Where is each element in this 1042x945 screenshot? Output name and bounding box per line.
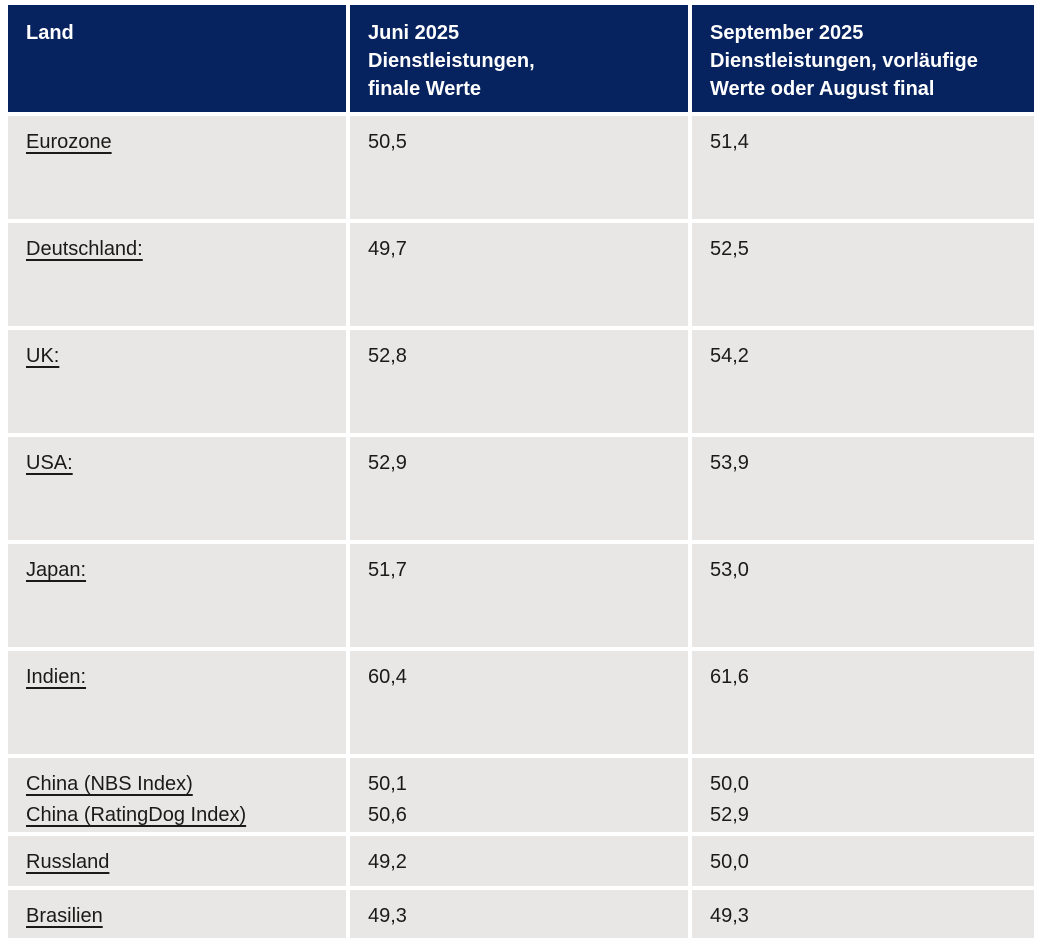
cell-september-russland: 50,0 <box>692 836 1034 886</box>
cell-country-eurozone: Eurozone <box>8 116 346 219</box>
cell-country-indien: Indien: <box>8 651 346 754</box>
value-june-indien: 60,4 <box>368 666 407 688</box>
value-june-eurozone: 50,5 <box>368 131 407 153</box>
cell-country-usa: USA: <box>8 437 346 540</box>
cell-june-brasilien: 49,3 <box>350 890 688 938</box>
cell-country-russland: Russland <box>8 836 346 886</box>
value-june-japan: 51,7 <box>368 559 407 581</box>
value-september-eurozone: 51,4 <box>710 131 749 153</box>
cell-june-japan: 51,7 <box>350 544 688 647</box>
country-link-deutschland[interactable]: Deutschland: <box>26 238 143 260</box>
country-link-usa[interactable]: USA: <box>26 452 73 474</box>
value-september-japan: 53,0 <box>710 559 749 581</box>
cell-september-uk: 54,2 <box>692 330 1034 433</box>
value-september-usa: 53,9 <box>710 452 749 474</box>
cell-september-japan: 53,0 <box>692 544 1034 647</box>
cell-june-uk: 52,8 <box>350 330 688 433</box>
cell-september-deutschland: 52,5 <box>692 223 1034 326</box>
cell-country-japan: Japan: <box>8 544 346 647</box>
country-link-russland[interactable]: Russland <box>26 851 110 873</box>
cell-country-china: China (NBS Index) China (RatingDog Index… <box>8 758 346 832</box>
cell-september-china: 50,0 52,9 <box>692 758 1034 832</box>
column-header-land: Land <box>8 5 346 112</box>
value-september-russland: 50,0 <box>710 851 749 873</box>
cell-country-brasilien: Brasilien <box>8 890 346 938</box>
pmi-services-table: Land Juni 2025 Dienstleistungen, finale … <box>8 5 1034 938</box>
value-september-indien: 61,6 <box>710 666 749 688</box>
cell-september-eurozone: 51,4 <box>692 116 1034 219</box>
column-header-june-2025: Juni 2025 Dienstleistungen, finale Werte <box>350 5 688 112</box>
cell-country-deutschland: Deutschland: <box>8 223 346 326</box>
cell-september-brasilien: 49,3 <box>692 890 1034 938</box>
country-link-uk[interactable]: UK: <box>26 345 60 367</box>
value-september-brasilien: 49,3 <box>710 905 749 927</box>
value-september-china: 50,0 52,9 <box>710 773 749 826</box>
cell-june-eurozone: 50,5 <box>350 116 688 219</box>
country-link-china[interactable]: China (NBS Index) China (RatingDog Index… <box>26 773 247 826</box>
value-september-deutschland: 52,5 <box>710 238 749 260</box>
country-link-indien[interactable]: Indien: <box>26 666 87 688</box>
cell-june-usa: 52,9 <box>350 437 688 540</box>
value-june-usa: 52,9 <box>368 452 407 474</box>
cell-june-deutschland: 49,7 <box>350 223 688 326</box>
cell-country-uk: UK: <box>8 330 346 433</box>
country-link-japan[interactable]: Japan: <box>26 559 87 581</box>
cell-september-usa: 53,9 <box>692 437 1034 540</box>
cell-june-indien: 60,4 <box>350 651 688 754</box>
value-june-uk: 52,8 <box>368 345 407 367</box>
value-june-russland: 49,2 <box>368 851 407 873</box>
country-link-brasilien[interactable]: Brasilien <box>26 905 103 927</box>
cell-june-russland: 49,2 <box>350 836 688 886</box>
country-link-eurozone[interactable]: Eurozone <box>26 131 112 153</box>
column-header-september-2025: September 2025 Dienstleistungen, vorläuf… <box>692 5 1034 112</box>
cell-june-china: 50,1 50,6 <box>350 758 688 832</box>
value-june-deutschland: 49,7 <box>368 238 407 260</box>
cell-september-indien: 61,6 <box>692 651 1034 754</box>
value-june-china: 50,1 50,6 <box>368 773 407 826</box>
value-september-uk: 54,2 <box>710 345 749 367</box>
value-june-brasilien: 49,3 <box>368 905 407 927</box>
